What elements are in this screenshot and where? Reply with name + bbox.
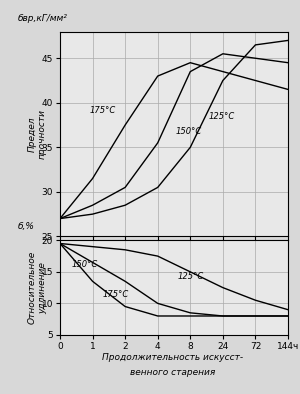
Text: 175°C: 175°C xyxy=(89,106,116,115)
Text: 150°C: 150°C xyxy=(176,127,202,136)
Text: бвр,кГ/мм²: бвр,кГ/мм² xyxy=(18,14,68,23)
Text: 125°C: 125°C xyxy=(208,112,235,121)
Y-axis label: Относительное
удлинение: Относительное удлинение xyxy=(28,251,47,324)
Text: Продолжительность искусст-: Продолжительность искусст- xyxy=(102,353,243,362)
Text: 175°C: 175°C xyxy=(102,290,129,299)
Text: венного старения: венного старения xyxy=(130,368,215,377)
Y-axis label: Предел
прочности: Предел прочности xyxy=(28,109,47,159)
Text: б,%: б,% xyxy=(18,222,35,231)
Text: 150°C: 150°C xyxy=(71,260,98,269)
Text: 125°C: 125°C xyxy=(177,272,203,281)
